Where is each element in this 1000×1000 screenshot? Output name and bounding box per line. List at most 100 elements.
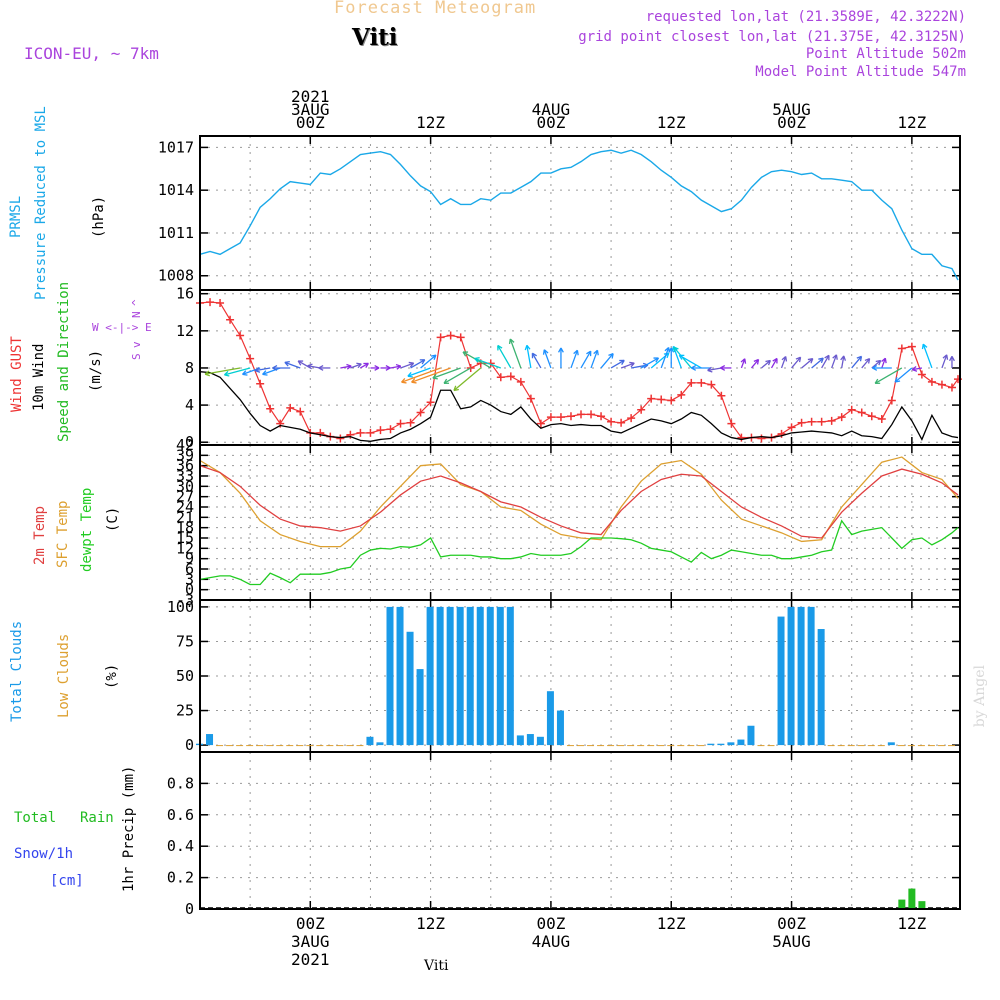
y-tick-label: 0 bbox=[185, 433, 194, 451]
y-tick-label: 1017 bbox=[158, 138, 194, 156]
gust-marker bbox=[346, 430, 355, 439]
gust-marker bbox=[426, 398, 435, 407]
bottom-time-label: 12Z bbox=[416, 914, 445, 933]
wind-dir-arrow bbox=[871, 360, 882, 369]
wind-dir-arrow bbox=[590, 350, 599, 369]
top-time-label: 00Z bbox=[296, 113, 325, 132]
wind-dir-arrowhead bbox=[346, 363, 352, 370]
gust-marker bbox=[546, 413, 555, 422]
wind-dir-arrow bbox=[204, 367, 241, 375]
wind-dir-arrowhead bbox=[411, 378, 417, 384]
wind-dir-arrowhead bbox=[753, 358, 760, 365]
gust-marker bbox=[897, 344, 906, 353]
wind-dir-arrow bbox=[811, 357, 824, 369]
wind-dir-arrow bbox=[307, 365, 321, 369]
gust-marker bbox=[777, 429, 786, 438]
gust-marker bbox=[556, 413, 565, 422]
gust-marker bbox=[256, 379, 265, 388]
cloud-bar bbox=[536, 736, 544, 746]
gust-marker bbox=[637, 405, 646, 414]
cloud-bar bbox=[717, 743, 725, 746]
y-tick-label: 1011 bbox=[158, 224, 194, 242]
wind-dir-arrowhead bbox=[395, 363, 402, 370]
wind-dir-arrow bbox=[707, 367, 722, 372]
y-tick-label: 0.8 bbox=[167, 774, 194, 792]
top-time-label: 12Z bbox=[897, 113, 926, 132]
gust-marker bbox=[577, 410, 586, 419]
compass-we: W <-|-> E bbox=[92, 321, 152, 334]
wind-dir-arrow bbox=[462, 351, 492, 369]
cloud-bar bbox=[797, 606, 805, 746]
station-name: Viti bbox=[352, 24, 398, 51]
cloud-bar bbox=[546, 691, 554, 746]
cloud-bar bbox=[406, 631, 414, 746]
wind-dir-arrowhead bbox=[497, 344, 503, 351]
gridpoint-coords: grid point closest lon,lat (21.375E, 42.… bbox=[578, 29, 966, 45]
wind-dir-arrow bbox=[360, 362, 369, 369]
wind-dir-arrowhead bbox=[542, 349, 549, 355]
cloud-bar bbox=[376, 742, 384, 746]
gust-marker bbox=[867, 412, 876, 421]
panel-frame bbox=[199, 135, 961, 291]
wind-dir-arrow bbox=[411, 367, 451, 383]
gust-marker bbox=[697, 378, 706, 387]
gust-marker bbox=[226, 315, 235, 324]
y-tick-label: 0 bbox=[185, 581, 194, 599]
point-altitude: Point Altitude 502m bbox=[805, 46, 966, 62]
cloud-bar bbox=[807, 606, 815, 746]
wind-dir-arrow bbox=[841, 355, 845, 369]
y-tick-label: 27 bbox=[176, 488, 194, 506]
wind-dir-arrow bbox=[262, 367, 281, 376]
rain-bar bbox=[898, 899, 906, 909]
top-time-label: 12Z bbox=[657, 113, 686, 132]
gust-marker bbox=[657, 395, 666, 404]
cloud-bar bbox=[496, 606, 504, 746]
wind-dir-arrow bbox=[851, 355, 862, 369]
gust-marker bbox=[667, 396, 676, 405]
wind-dir-arrow bbox=[941, 354, 948, 369]
y-tick-label: 1014 bbox=[158, 181, 194, 199]
gust-marker bbox=[887, 396, 896, 405]
rain-label: Rain bbox=[80, 810, 114, 826]
wind-dir-arrowhead bbox=[795, 356, 802, 363]
y-tick-label: 0.2 bbox=[167, 869, 194, 887]
wind-dir-arrow bbox=[432, 367, 461, 379]
gust-marker bbox=[737, 433, 746, 442]
wind-dir-arrowhead bbox=[432, 373, 438, 380]
requested-coords: requested lon,lat (21.3589E, 42.3222N) bbox=[645, 9, 966, 25]
wind-dir-arrowhead bbox=[881, 357, 887, 364]
wind-dir-arrowhead bbox=[874, 378, 881, 385]
y-tick-label: 25 bbox=[176, 702, 194, 720]
gust-marker bbox=[206, 298, 215, 307]
cloud-bar bbox=[486, 606, 494, 746]
cloud-bar bbox=[707, 743, 715, 746]
gust-marker bbox=[356, 428, 365, 437]
wind-dir-arrow bbox=[570, 350, 579, 369]
cloud-bar bbox=[506, 606, 514, 746]
wind-dir-arrow bbox=[474, 357, 502, 369]
footer-station: Viti bbox=[424, 958, 449, 974]
wind-dir-arrowhead bbox=[740, 358, 747, 364]
gust-marker bbox=[907, 342, 916, 351]
wind-dir-arrowhead bbox=[385, 364, 391, 371]
gust-marker bbox=[536, 419, 545, 428]
bottom-time-label: 00Z bbox=[536, 914, 565, 933]
top-time-label: 4AUG bbox=[532, 100, 571, 119]
wind-dir-arrow bbox=[443, 367, 472, 384]
gust-marker bbox=[927, 377, 936, 386]
wind-dir-arrowhead bbox=[593, 349, 599, 356]
bottom-time-label: 3AUG bbox=[291, 932, 330, 951]
cloud-bar bbox=[396, 606, 404, 746]
gust-marker bbox=[406, 418, 415, 427]
panel-frame bbox=[199, 751, 961, 910]
gust-marker bbox=[376, 426, 385, 435]
gust-marker bbox=[937, 380, 946, 389]
gust-marker bbox=[617, 418, 626, 427]
top-time-label: 3AUG bbox=[291, 100, 330, 119]
wind-dir-arrowhead bbox=[673, 346, 679, 353]
wind-dir-arrowhead bbox=[272, 364, 278, 371]
cloud-bar bbox=[887, 742, 895, 746]
top-time-label: 2021 bbox=[291, 87, 330, 106]
snow-label: Snow/1h bbox=[14, 846, 74, 862]
